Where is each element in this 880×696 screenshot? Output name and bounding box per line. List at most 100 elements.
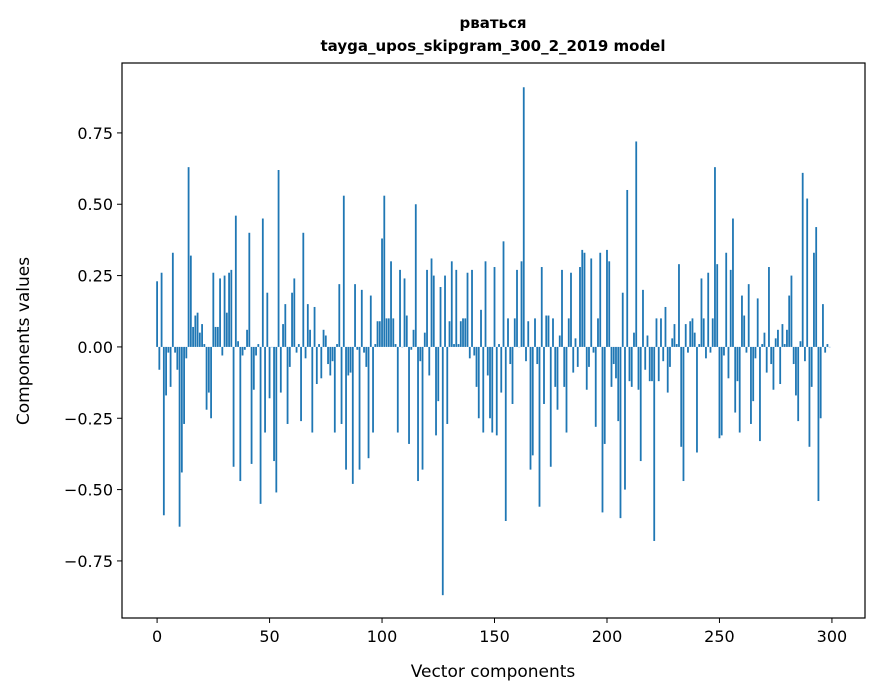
bar bbox=[795, 346, 797, 396]
bar bbox=[354, 284, 356, 347]
bar bbox=[525, 346, 527, 362]
bar bbox=[693, 332, 696, 347]
bar bbox=[653, 346, 656, 541]
bar bbox=[365, 346, 368, 367]
bar bbox=[567, 318, 570, 347]
bar bbox=[423, 332, 426, 347]
bar bbox=[561, 269, 563, 347]
bar bbox=[538, 346, 541, 507]
bar bbox=[543, 346, 545, 404]
bar bbox=[750, 346, 752, 424]
bar bbox=[691, 318, 694, 347]
bar bbox=[799, 341, 802, 347]
bar bbox=[534, 318, 536, 347]
bar bbox=[277, 170, 280, 347]
x-tick-label: 150 bbox=[479, 627, 510, 646]
bar bbox=[621, 292, 624, 347]
bar bbox=[729, 269, 732, 347]
bar bbox=[279, 346, 282, 393]
bar bbox=[286, 346, 289, 424]
bar bbox=[459, 321, 462, 347]
bar bbox=[790, 275, 793, 347]
x-axis: 0 50 100 150 200 250 300 bbox=[152, 618, 847, 646]
bar bbox=[403, 278, 406, 347]
bar bbox=[727, 346, 730, 379]
bar bbox=[511, 346, 514, 404]
bar bbox=[601, 346, 604, 513]
bar bbox=[162, 346, 165, 516]
bar bbox=[480, 309, 482, 347]
bar bbox=[666, 346, 669, 393]
bar bbox=[178, 346, 181, 527]
bar bbox=[536, 346, 539, 365]
bar bbox=[516, 269, 518, 347]
bar bbox=[522, 87, 525, 347]
bar bbox=[813, 252, 815, 347]
bar bbox=[241, 346, 244, 356]
bar bbox=[198, 332, 201, 347]
bar bbox=[428, 346, 431, 376]
bar bbox=[702, 318, 705, 347]
bar bbox=[552, 318, 554, 347]
bar bbox=[576, 346, 579, 367]
bar bbox=[603, 346, 606, 444]
bar bbox=[765, 346, 768, 373]
bar bbox=[259, 346, 262, 504]
bar bbox=[734, 346, 737, 413]
bar bbox=[421, 346, 424, 470]
bar bbox=[471, 269, 473, 347]
bar bbox=[788, 295, 791, 347]
bar bbox=[747, 284, 750, 347]
bar bbox=[464, 318, 467, 347]
bar bbox=[808, 346, 811, 447]
bar bbox=[288, 346, 291, 367]
bar bbox=[230, 269, 233, 347]
bar bbox=[223, 275, 226, 347]
bar bbox=[450, 261, 453, 347]
bar bbox=[304, 346, 307, 359]
bar bbox=[779, 346, 782, 385]
bar bbox=[763, 332, 766, 347]
bar bbox=[626, 189, 629, 347]
bar bbox=[635, 141, 638, 347]
bar bbox=[493, 267, 496, 347]
bar bbox=[167, 346, 170, 353]
x-tick-label: 300 bbox=[817, 627, 848, 646]
bar bbox=[644, 346, 647, 370]
bar bbox=[169, 346, 172, 387]
y-axis: −0.75 −0.50 −0.25 0.00 0.25 0.50 0.75 bbox=[64, 124, 122, 571]
bar bbox=[228, 272, 230, 347]
bar bbox=[264, 346, 266, 433]
bar bbox=[171, 252, 174, 347]
bar bbox=[489, 346, 491, 419]
bar bbox=[360, 289, 363, 347]
bar bbox=[752, 346, 755, 402]
bar bbox=[187, 167, 190, 347]
bar bbox=[709, 346, 712, 353]
bar bbox=[410, 346, 413, 350]
y-axis-label: Components values bbox=[14, 257, 34, 425]
bar bbox=[484, 261, 487, 347]
bar bbox=[648, 346, 651, 382]
bar bbox=[430, 258, 433, 347]
bar bbox=[486, 346, 489, 376]
bar bbox=[725, 252, 728, 347]
bar bbox=[192, 326, 194, 347]
bar bbox=[234, 215, 237, 347]
bar bbox=[590, 258, 593, 347]
bar bbox=[822, 304, 824, 347]
bar bbox=[216, 326, 219, 347]
bar bbox=[369, 295, 372, 347]
bar bbox=[718, 346, 721, 439]
bar bbox=[367, 346, 370, 459]
bar bbox=[432, 275, 435, 347]
bar bbox=[720, 346, 723, 436]
bar bbox=[801, 172, 804, 347]
bar bbox=[615, 346, 617, 379]
bar bbox=[372, 346, 374, 433]
bar bbox=[214, 326, 217, 347]
bar bbox=[826, 344, 829, 347]
bar bbox=[300, 346, 302, 422]
bar bbox=[180, 346, 183, 473]
bar bbox=[390, 261, 392, 347]
